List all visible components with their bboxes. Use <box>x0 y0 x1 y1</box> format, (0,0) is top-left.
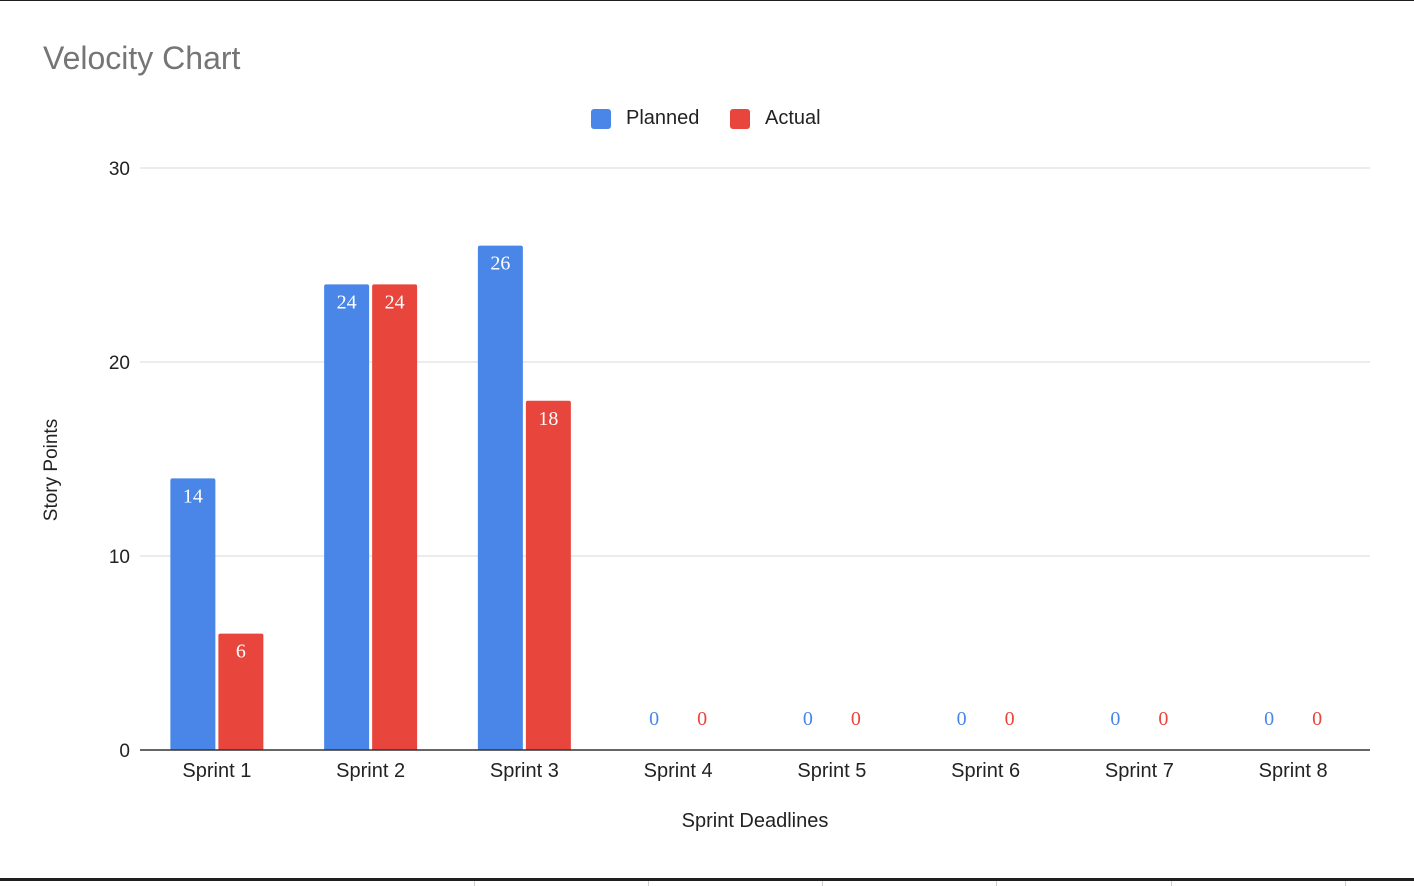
x-tick-label: Sprint 7 <box>1105 760 1174 782</box>
data-label-actual: 0 <box>1312 708 1322 730</box>
data-label-planned: 26 <box>490 253 510 275</box>
x-tick-label: Sprint 5 <box>797 760 866 782</box>
sheet-cell-divider <box>996 881 997 886</box>
data-label-actual: 0 <box>851 708 861 730</box>
sheet-cell-divider <box>1345 881 1346 886</box>
y-tick-label: 30 <box>109 159 130 180</box>
x-tick-label: Sprint 6 <box>951 760 1020 782</box>
y-tick-label: 10 <box>109 547 130 568</box>
bar-actual <box>218 633 264 750</box>
data-label-planned: 0 <box>1110 708 1120 730</box>
y-tick-label: 0 <box>119 741 130 762</box>
sheet-cell-divider <box>822 881 823 886</box>
bar-planned <box>324 284 370 750</box>
frame-bottom-border <box>0 878 1414 881</box>
data-label-actual: 24 <box>385 291 405 313</box>
frame-top-border <box>0 0 1414 1</box>
y-tick-label: 20 <box>109 353 130 374</box>
x-axis-title: Sprint Deadlines <box>681 810 829 832</box>
bar-planned <box>477 245 523 750</box>
data-label-actual: 0 <box>697 708 707 730</box>
x-tick-label: Sprint 8 <box>1259 760 1328 782</box>
sheet-cell-divider <box>1171 881 1172 886</box>
data-label-planned: 0 <box>803 708 813 730</box>
data-label-actual: 6 <box>236 641 246 663</box>
data-label-planned: 0 <box>649 708 659 730</box>
data-label-actual: 0 <box>1158 708 1168 730</box>
chart-title: Velocity Chart <box>43 40 241 76</box>
data-label-actual: 18 <box>538 408 558 430</box>
legend-swatch-planned <box>591 109 611 129</box>
legend-label-planned: Planned <box>626 107 700 129</box>
data-label-planned: 24 <box>337 291 357 313</box>
data-label-planned: 0 <box>957 708 967 730</box>
data-label-actual: 0 <box>1005 708 1015 730</box>
bar-actual <box>372 284 418 750</box>
sheet-cell-divider <box>648 881 649 886</box>
data-label-planned: 14 <box>183 485 203 507</box>
data-label-planned: 0 <box>1264 708 1274 730</box>
legend-label-actual: Actual <box>765 107 821 129</box>
sheet-cell-divider <box>474 881 475 886</box>
x-tick-label: Sprint 1 <box>182 760 251 782</box>
legend-swatch-actual <box>730 109 750 129</box>
x-tick-label: Sprint 4 <box>644 760 713 782</box>
x-tick-label: Sprint 3 <box>490 760 559 782</box>
x-tick-label: Sprint 2 <box>336 760 405 782</box>
bar-planned <box>170 478 216 750</box>
bar-actual <box>525 400 571 750</box>
chart-legend: Planned Actual <box>0 106 1414 132</box>
